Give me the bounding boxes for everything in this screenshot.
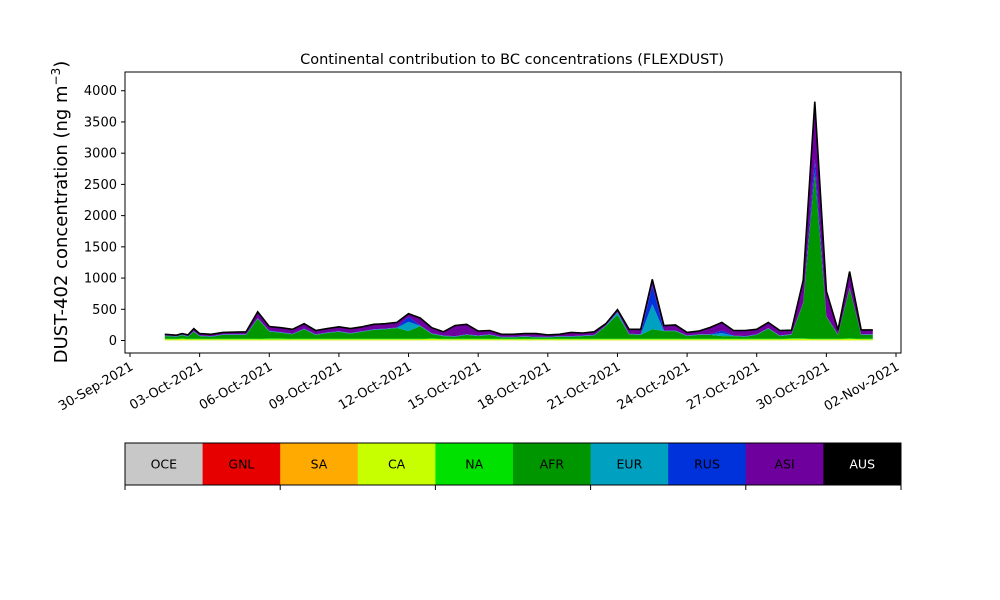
total-line: [164, 101, 873, 337]
legend-label: OCE: [151, 457, 178, 472]
region-color-legend: OCE GNL SA CA NA AFR EUR RUS ASI AUS: [124, 442, 902, 490]
area-asi: [164, 101, 873, 337]
legend-label: EUR: [617, 457, 643, 472]
legend-swatch-asi: [745, 443, 824, 485]
legend-swatch-oce: [125, 443, 204, 485]
y-tick-label: 1000: [84, 272, 117, 287]
x-tick-label: 24-Oct-2021: [615, 359, 693, 413]
x-tick-label: 03-Oct-2021: [127, 359, 205, 413]
y-tick-label: 2000: [84, 209, 117, 224]
legend-swatch-na: [435, 443, 514, 485]
legend-swatch-gnl: [202, 443, 281, 485]
x-tick-label: 27-Oct-2021: [684, 359, 762, 413]
x-tick-label: 09-Oct-2021: [267, 359, 345, 413]
y-axis-label-main: DUST-402 concentration (ng m: [51, 85, 72, 363]
y-tick-label: 3000: [84, 147, 117, 162]
area-na: [164, 338, 873, 340]
y-tick-label: 500: [92, 303, 117, 318]
x-tick-label: 06-Oct-2021: [197, 359, 275, 413]
y-axis-label-close: ): [51, 61, 72, 68]
legend-swatch-rus: [668, 443, 747, 485]
legend-swatch-ca: [357, 443, 436, 485]
legend-label: NA: [465, 457, 483, 472]
legend-label: GNL: [228, 457, 254, 472]
legend-swatch-sa: [280, 443, 359, 485]
legend-label: CA: [388, 457, 406, 472]
x-axis: 30-Sep-202103-Oct-202106-Oct-202109-Oct-…: [56, 353, 902, 414]
legend-label: ASI: [775, 457, 795, 472]
legend-swatch-afr: [513, 443, 592, 485]
legend-label: RUS: [694, 457, 720, 472]
y-tick-label: 0: [109, 334, 117, 349]
legend-label: AFR: [540, 457, 565, 472]
x-tick-label: 30-Oct-2021: [754, 359, 832, 413]
chart-title: Continental contribution to BC concentra…: [300, 52, 724, 68]
area-ca: [164, 338, 873, 341]
x-tick-label: 02-Nov-2021: [822, 359, 902, 414]
plot-frame: [124, 71, 902, 354]
area-afr: [164, 173, 873, 339]
y-axis-label: DUST-402 concentration (ng m−3): [49, 61, 72, 364]
y-axis: 0 500 1000 1500 2000 2500 3000 3500 4000: [84, 84, 125, 349]
area-rus: [164, 159, 873, 338]
x-tick-label: 30-Sep-2021: [56, 359, 136, 414]
y-tick-label: 1500: [84, 240, 117, 255]
y-tick-label: 3500: [84, 115, 117, 130]
legend-swatch-aus: [823, 443, 902, 485]
x-tick-label: 15-Oct-2021: [406, 359, 484, 413]
x-tick-label: 18-Oct-2021: [475, 359, 553, 413]
y-tick-label: 4000: [84, 84, 117, 99]
legend-label: AUS: [849, 457, 875, 472]
x-tick-label: 21-Oct-2021: [545, 359, 623, 413]
legend-label: SA: [311, 457, 328, 472]
y-tick-label: 2500: [84, 178, 117, 193]
legend-frame: [124, 442, 902, 486]
x-tick-label: 12-Oct-2021: [336, 359, 414, 413]
legend-swatch-eur: [590, 443, 669, 485]
stacked-areas: [164, 101, 873, 341]
y-axis-label-superscript: −3: [49, 68, 63, 86]
area-aus: [164, 101, 873, 336]
area-eur: [164, 172, 873, 338]
